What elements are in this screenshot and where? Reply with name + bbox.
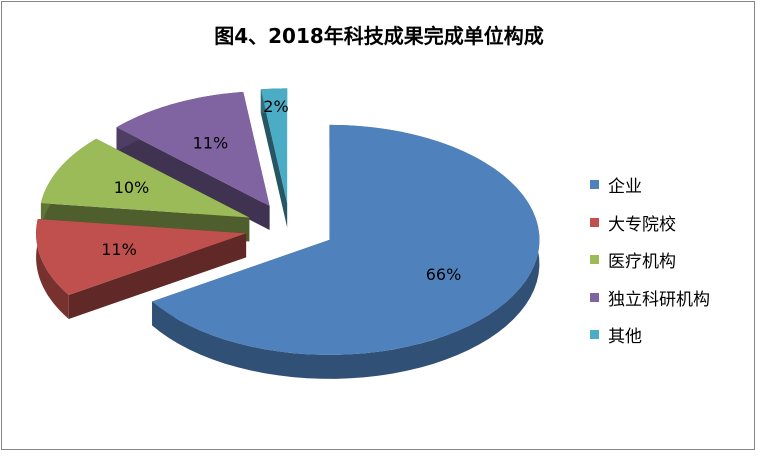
legend-label: 医疗机构 — [608, 252, 676, 273]
legend-swatch — [590, 292, 599, 302]
data-label: 11% — [101, 240, 137, 259]
chart-title: 图4、2018年科技成果完成单位构成 — [214, 24, 544, 48]
slice-top — [152, 124, 540, 355]
slice-4: 2% — [260, 88, 289, 228]
legend-item: 独立科研机构 — [590, 279, 710, 317]
legend-item: 医疗机构 — [590, 241, 710, 279]
legend-label: 其他 — [608, 327, 642, 348]
legend-swatch — [590, 255, 599, 265]
legend-item: 大专院校 — [590, 204, 710, 242]
data-label: 10% — [114, 178, 150, 197]
legend-item: 其他 — [590, 316, 710, 354]
legend-swatch — [590, 217, 599, 227]
data-label: 66% — [426, 265, 462, 284]
slice-outer-wall — [36, 218, 69, 319]
slice-3: 11% — [116, 91, 270, 231]
legend-swatch — [590, 330, 599, 340]
legend-label: 大专院校 — [608, 214, 676, 235]
legend-swatch — [590, 180, 599, 190]
legend: 企业大专院校医疗机构独立科研机构 其他 — [590, 166, 710, 354]
data-label: 11% — [193, 134, 229, 153]
slice-side-wall — [116, 127, 270, 231]
data-label: 2% — [263, 97, 288, 116]
slice-top — [116, 91, 270, 207]
slice-top — [260, 88, 288, 204]
legend-item: 企业 — [590, 166, 710, 204]
slice-top — [40, 138, 250, 218]
slice-top — [36, 218, 247, 295]
slice-0: 66% — [152, 124, 540, 379]
slice-side-wall — [68, 233, 247, 319]
legend-label: 独立科研机构 — [608, 289, 710, 310]
slice-side-wall — [260, 89, 288, 228]
legend-label: 企业 — [608, 177, 642, 198]
slice-1: 11% — [36, 218, 247, 319]
